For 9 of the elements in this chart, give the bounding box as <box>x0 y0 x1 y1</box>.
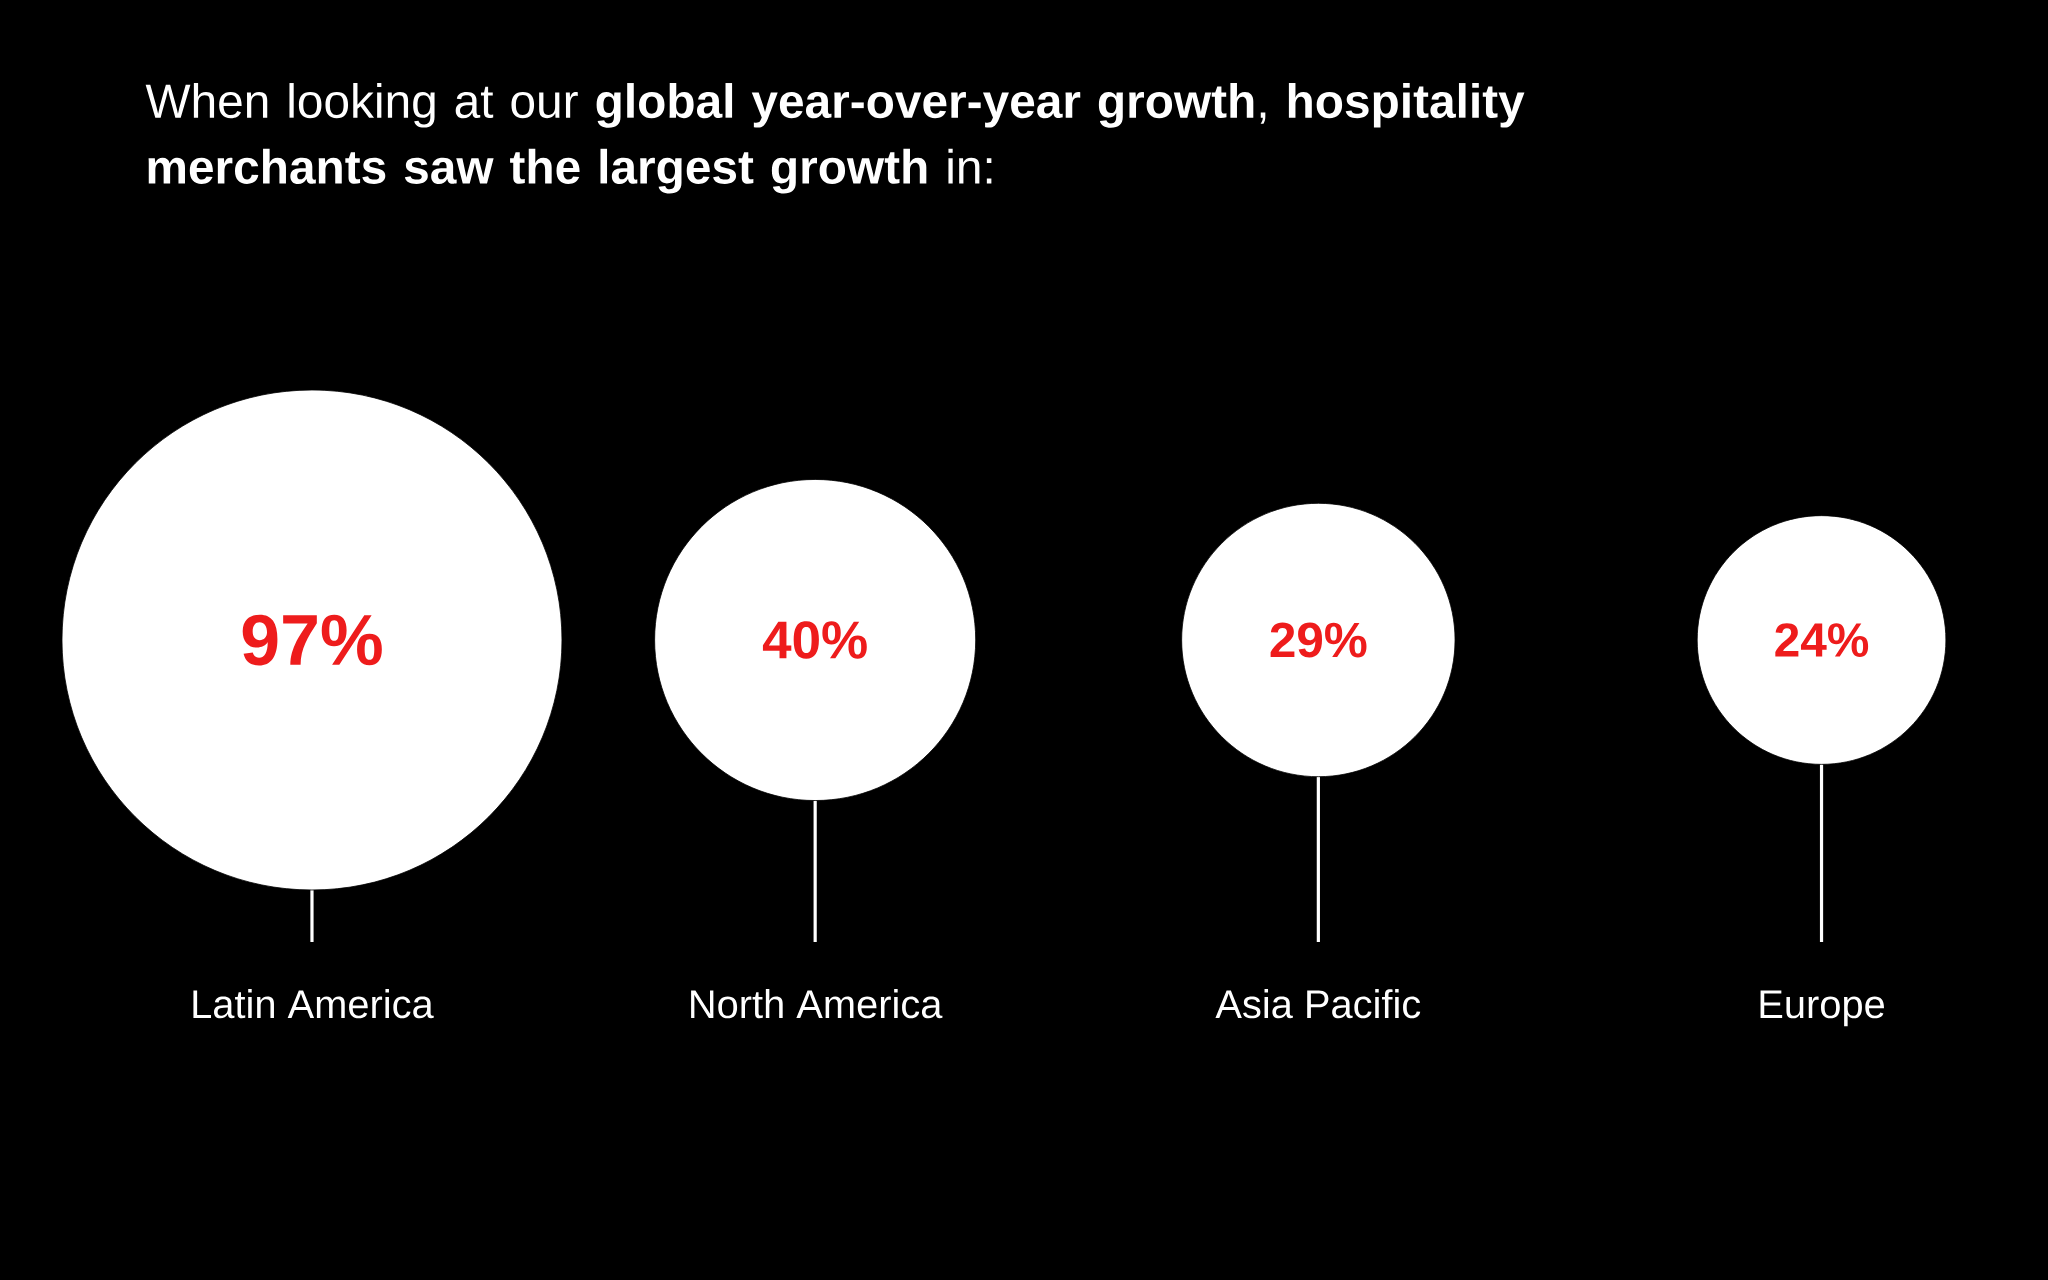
category-label: North America <box>691 989 943 1019</box>
data-label: 24% <box>1775 623 1869 657</box>
data-label: 97% <box>242 614 382 666</box>
data-label: 40% <box>762 621 867 659</box>
category-label: Europe <box>1760 990 1884 1027</box>
data-label: 29% <box>1270 622 1367 658</box>
chart-title: When looking at our global year-over-year growth, hospitality merchants saw the largest growth in: <box>145 83 1525 194</box>
category-label: Asia Pacific <box>1215 989 1421 1019</box>
category-label: Latin America <box>193 989 434 1019</box>
